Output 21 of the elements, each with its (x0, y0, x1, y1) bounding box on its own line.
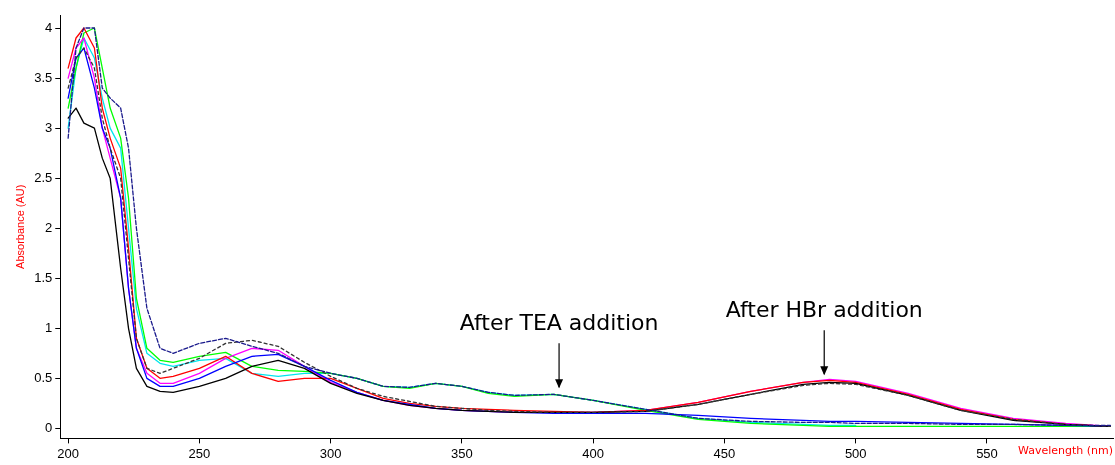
y-tick-label: 1 (45, 319, 53, 335)
y-tick-label: 4 (45, 19, 53, 35)
x-tick-label: 450 (713, 445, 736, 461)
x-tick-label: 250 (188, 445, 211, 461)
y-tick-label: 2 (45, 219, 53, 235)
x-tick-label: 550 (976, 445, 998, 461)
x-tick-label: 350 (451, 445, 473, 461)
y-tick-label: 3 (45, 119, 53, 135)
y-tick-label: 0 (45, 419, 53, 435)
y-tick-label: 2.5 (34, 169, 53, 185)
x-tick-label: 200 (57, 445, 79, 461)
y-tick-label: 3.5 (34, 69, 53, 85)
y-tick-label: 0.5 (34, 369, 53, 385)
x-tick-label: 400 (582, 445, 605, 461)
y-axis-title: Absorbance (AU) (13, 184, 26, 269)
x-tick-label: 300 (319, 445, 342, 461)
x-tick-label: 500 (844, 445, 867, 461)
annotation: After HBr addition (725, 297, 923, 323)
y-tick-label: 1.5 (34, 269, 53, 285)
x-axis-title: Wavelength (nm) (1017, 444, 1113, 458)
annotation: After TEA addition (459, 310, 659, 336)
